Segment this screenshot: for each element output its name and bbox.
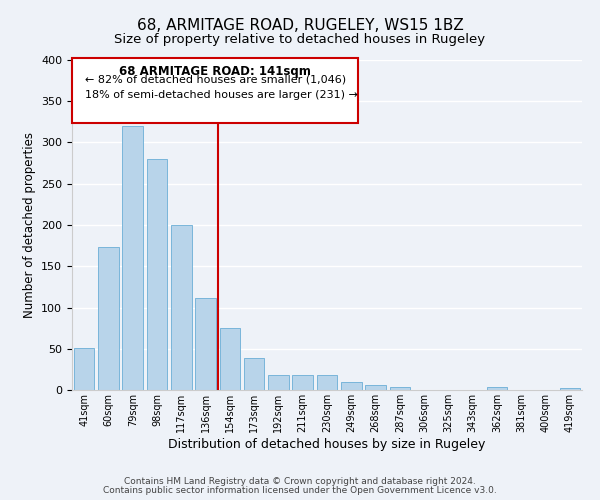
FancyBboxPatch shape — [72, 58, 358, 122]
Y-axis label: Number of detached properties: Number of detached properties — [23, 132, 35, 318]
Bar — [244, 358, 265, 390]
Bar — [292, 375, 313, 390]
Bar — [122, 126, 143, 390]
Bar — [146, 159, 167, 390]
Bar — [74, 348, 94, 390]
Bar — [220, 328, 240, 390]
Text: 18% of semi-detached houses are larger (231) →: 18% of semi-detached houses are larger (… — [85, 90, 358, 100]
Bar — [268, 375, 289, 390]
X-axis label: Distribution of detached houses by size in Rugeley: Distribution of detached houses by size … — [169, 438, 485, 450]
Text: Contains HM Land Registry data © Crown copyright and database right 2024.: Contains HM Land Registry data © Crown c… — [124, 477, 476, 486]
Bar — [317, 375, 337, 390]
Text: 68, ARMITAGE ROAD, RUGELEY, WS15 1BZ: 68, ARMITAGE ROAD, RUGELEY, WS15 1BZ — [137, 18, 463, 32]
Bar — [195, 298, 216, 390]
Bar — [171, 225, 191, 390]
Text: 68 ARMITAGE ROAD: 141sqm: 68 ARMITAGE ROAD: 141sqm — [119, 65, 311, 78]
Bar — [365, 385, 386, 390]
Text: Contains public sector information licensed under the Open Government Licence v3: Contains public sector information licen… — [103, 486, 497, 495]
Text: Size of property relative to detached houses in Rugeley: Size of property relative to detached ho… — [115, 32, 485, 46]
Bar — [341, 382, 362, 390]
Bar — [560, 388, 580, 390]
Bar — [487, 386, 508, 390]
Bar — [98, 248, 119, 390]
Bar — [389, 386, 410, 390]
Text: ← 82% of detached houses are smaller (1,046): ← 82% of detached houses are smaller (1,… — [85, 75, 346, 85]
